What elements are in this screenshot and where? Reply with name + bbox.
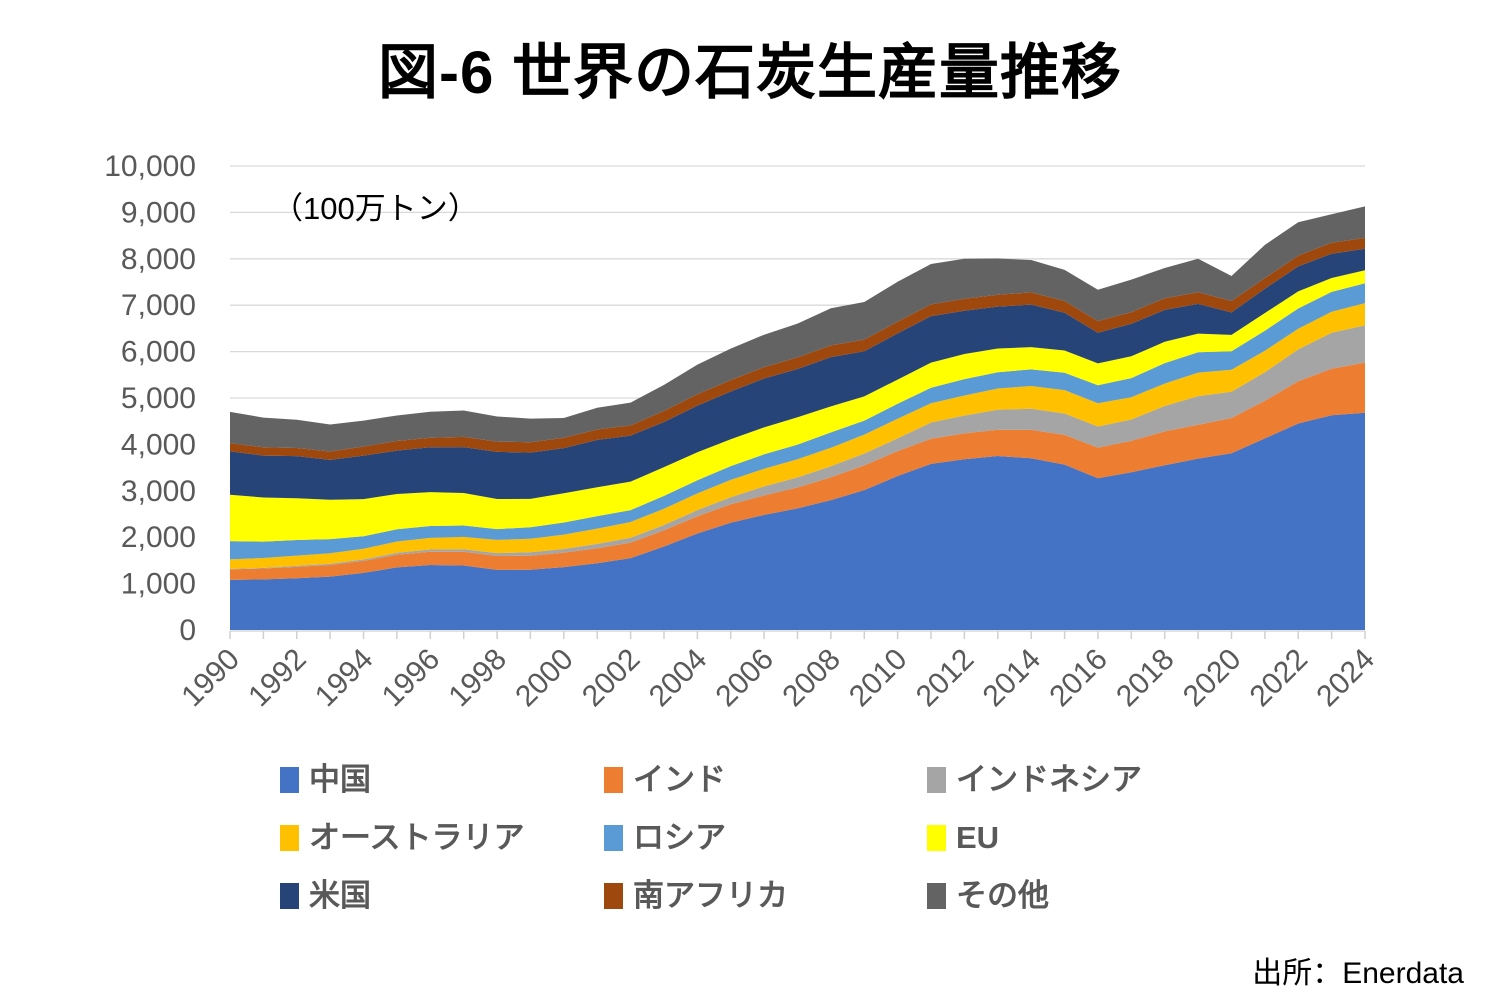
x-axis-label: 2008 — [776, 643, 847, 714]
legend-item-south-africa: 南アフリカ — [604, 880, 788, 911]
legend-item-indonesia: インドネシア — [927, 764, 1142, 795]
legend-swatch-south-africa — [604, 882, 623, 909]
legend-swatch-australia — [280, 824, 299, 851]
x-axis-label: 1992 — [242, 643, 313, 714]
legend-label-china: 中国 — [309, 762, 371, 797]
legend-label-other: その他 — [956, 878, 1049, 913]
area-us — [230, 248, 1365, 500]
x-axis-label: 2012 — [910, 643, 981, 714]
page-title: 図-6 世界の石炭生産量推移 — [377, 39, 1123, 106]
y-axis-label: 0 — [179, 614, 196, 647]
x-axis-label: 1990 — [175, 643, 246, 714]
y-axis-label: 1,000 — [121, 568, 196, 601]
x-axis-label: 1994 — [309, 643, 380, 714]
legend-item-russia: ロシア — [604, 822, 726, 853]
x-axis-label: 2022 — [1244, 643, 1315, 714]
x-axis-label: 2004 — [643, 643, 714, 714]
x-axis-label: 2006 — [710, 643, 781, 714]
legend-item-us: 米国 — [280, 880, 371, 911]
y-axis-unit-label: （100万トン） — [272, 191, 479, 226]
legend-label-indonesia: インドネシア — [956, 762, 1142, 797]
x-axis-label: 2024 — [1310, 643, 1381, 714]
y-axis-label: 5,000 — [121, 382, 196, 415]
x-axis-label: 2002 — [576, 643, 647, 714]
legend-item-china: 中国 — [280, 764, 371, 795]
legend-item-other: その他 — [927, 880, 1049, 911]
legend-swatch-eu — [927, 824, 946, 851]
y-axis-label: 9,000 — [121, 196, 196, 229]
y-axis-label: 8,000 — [121, 243, 196, 276]
legend-item-india: インド — [604, 764, 726, 795]
y-axis-label: 2,000 — [121, 521, 196, 554]
area-china — [230, 412, 1365, 630]
legend-swatch-indonesia — [927, 766, 946, 793]
legend-label-eu: EU — [956, 820, 1000, 855]
source-credit: 出所：Enerdata — [1252, 957, 1464, 990]
y-axis-label: 6,000 — [121, 336, 196, 369]
x-axis-label: 2000 — [509, 643, 580, 714]
x-axis-label: 1996 — [376, 643, 447, 714]
legend-swatch-china — [280, 766, 299, 793]
y-axis-label: 4,000 — [121, 428, 196, 461]
x-axis-label: 1998 — [443, 643, 514, 714]
legend-label-india: インド — [633, 762, 726, 797]
x-axis-label: 2018 — [1110, 643, 1181, 714]
legend-swatch-russia — [604, 824, 623, 851]
area-eu — [230, 270, 1365, 542]
legend-swatch-india — [604, 766, 623, 793]
x-axis-label: 2010 — [843, 643, 914, 714]
y-axis-label: 10,000 — [104, 150, 196, 183]
area-other — [230, 206, 1365, 452]
legend-label-south-africa: 南アフリカ — [633, 878, 788, 913]
x-axis-label: 2016 — [1043, 643, 1114, 714]
legend-swatch-other — [927, 882, 946, 909]
x-axis-label: 2014 — [977, 643, 1048, 714]
y-axis-label: 3,000 — [121, 475, 196, 508]
legend-label-us: 米国 — [309, 878, 371, 913]
legend-label-russia: ロシア — [633, 820, 726, 855]
legend-item-australia: オーストラリア — [280, 822, 524, 853]
y-axis-label: 7,000 — [121, 289, 196, 322]
legend-swatch-us — [280, 882, 299, 909]
legend-item-eu: EU — [927, 822, 999, 853]
legend-label-australia: オーストラリア — [309, 820, 525, 855]
coal-production-stacked-area-chart: 0 1,000 2,000 3,000 4,000 5,000 6,000 7,000 8,00… — [104, 150, 1381, 714]
x-axis-label: 2020 — [1177, 643, 1248, 714]
